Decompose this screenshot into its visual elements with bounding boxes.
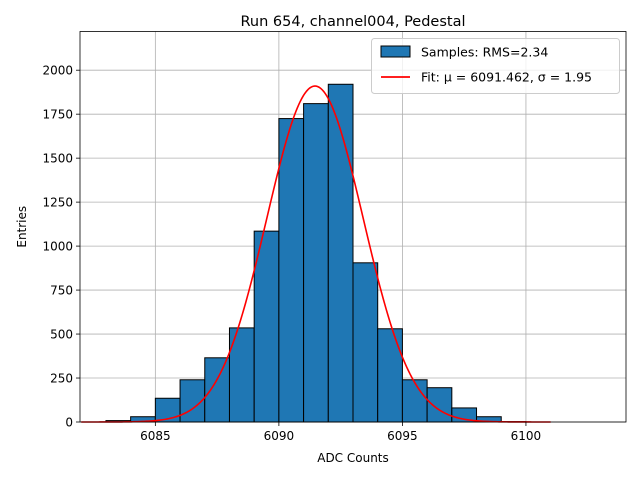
y-tick-label: 250 bbox=[50, 371, 73, 385]
histogram-bar bbox=[253, 230, 280, 423]
fit-curve bbox=[81, 85, 551, 423]
y-tick-label: 2000 bbox=[42, 63, 73, 77]
y-axis-ticks: 0 250 500 750 1000 1250 1500 1750 2000 bbox=[42, 63, 80, 429]
x-tick-label: 6095 bbox=[387, 429, 418, 443]
histogram-bar bbox=[278, 118, 305, 423]
legend-label-samples: Samples: RMS=2.34 bbox=[421, 45, 548, 60]
histogram-bar bbox=[377, 328, 403, 423]
legend-swatch-samples bbox=[380, 45, 411, 58]
y-tick-label: 1250 bbox=[42, 195, 73, 209]
x-tick-label: 6090 bbox=[264, 429, 295, 443]
x-tick-label: 6085 bbox=[140, 429, 171, 443]
y-tick-label: 1500 bbox=[42, 151, 73, 165]
chart-title: Run 654, channel004, Pedestal bbox=[240, 14, 465, 30]
legend-label-fit: Fit: μ = 6091.462, σ = 1.95 bbox=[421, 70, 592, 85]
y-tick-label: 500 bbox=[50, 327, 73, 341]
fit-curve-layer bbox=[81, 85, 551, 423]
legend-box bbox=[371, 38, 620, 94]
histogram-bar bbox=[204, 357, 230, 423]
x-axis-ticks: 6085 6090 6095 6100 bbox=[140, 422, 541, 443]
histogram-bar bbox=[426, 387, 453, 423]
y-axis-title: Entries bbox=[15, 206, 29, 248]
y-tick-label: 1000 bbox=[42, 239, 73, 253]
y-tick-label: 750 bbox=[50, 283, 73, 297]
histogram-bar bbox=[303, 103, 329, 423]
histogram-bar bbox=[327, 83, 354, 423]
plot-frame bbox=[79, 31, 627, 423]
histogram-bar bbox=[401, 379, 428, 423]
x-tick-label: 6100 bbox=[511, 429, 542, 443]
histogram-bars bbox=[105, 83, 527, 423]
y-tick-label: 1750 bbox=[42, 107, 73, 121]
y-tick-label: 0 bbox=[65, 415, 73, 429]
histogram-bar bbox=[352, 262, 379, 423]
legend: Samples: RMS=2.34 Fit: μ = 6091.462, σ =… bbox=[371, 38, 620, 94]
x-axis-title: ADC Counts bbox=[317, 451, 389, 465]
